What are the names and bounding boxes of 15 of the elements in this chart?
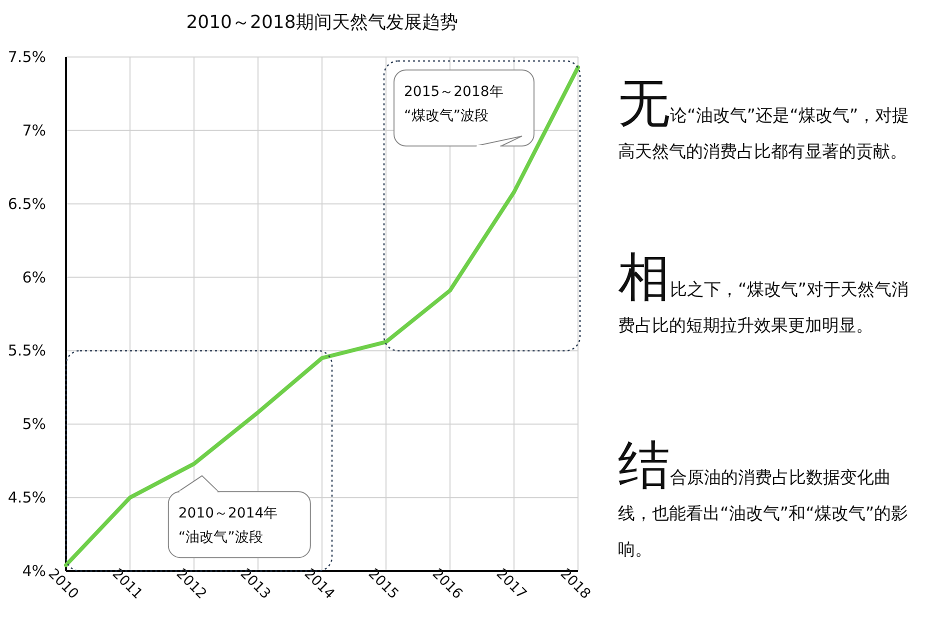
y-tick-label: 6.5% (8, 194, 46, 213)
text: 相比之下，“煤改气”对于天然气消费占比的短期拉升效果更加明显。 (618, 248, 910, 338)
y-tick-label: 7.5% (8, 48, 46, 66)
y-tick-label: 5% (22, 415, 46, 434)
chart-title: 2010～2018期间天然气发展趋势 (186, 12, 458, 33)
text: 无论“油改气”还是“煤改气”，对提高天然气的消费占比都有显著的贡献。 (618, 74, 910, 164)
y-tick-label: 4% (22, 562, 46, 580)
annotation: 2010～2014年 “油改气”波段 (178, 506, 278, 546)
y-tick-label: 7% (22, 121, 46, 140)
annotation: 2015～2018年 “煤改气”波段 (404, 84, 504, 124)
y-tick-label: 5.5% (8, 342, 46, 360)
y-tick-label: 6% (22, 268, 46, 286)
y-tick-label: 4.5% (8, 488, 46, 507)
line-series (64, 65, 580, 568)
text: 结合原油的消费占比数据变化曲线，也能看出“油改气”和“煤改气”的影响。 (618, 436, 910, 562)
